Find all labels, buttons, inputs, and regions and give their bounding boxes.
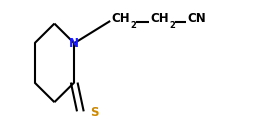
Text: 2: 2 [169, 21, 175, 30]
Text: CN: CN [187, 12, 206, 25]
Text: CH: CH [150, 12, 169, 25]
Text: CH: CH [112, 12, 130, 25]
Text: 2: 2 [131, 21, 136, 30]
Text: S: S [90, 106, 98, 119]
Text: N: N [69, 37, 79, 50]
